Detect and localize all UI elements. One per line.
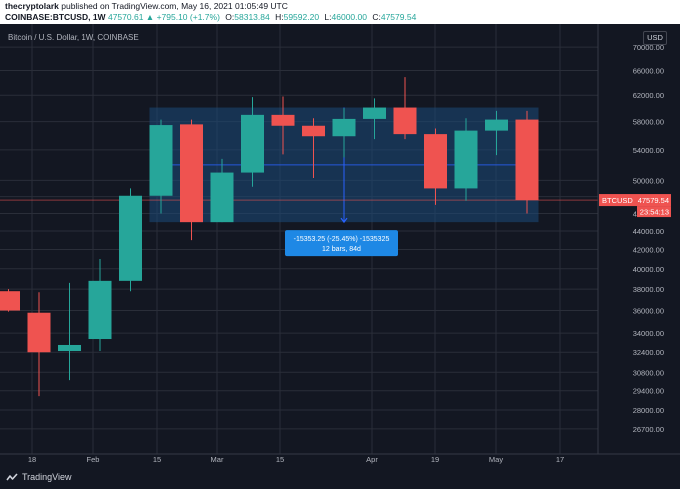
time-axis-label: Mar bbox=[211, 455, 224, 464]
published-text: published on TradingView.com, May 16, 20… bbox=[61, 1, 288, 11]
tradingview-footer[interactable]: TradingView bbox=[0, 467, 200, 489]
publish-line: thecryptolark published on TradingView.c… bbox=[5, 1, 288, 11]
open-value: 58313.84 bbox=[234, 12, 270, 22]
countdown-tag bbox=[637, 206, 671, 218]
price-axis-label: 30800.00 bbox=[633, 368, 664, 377]
price-axis-label: 58000.00 bbox=[633, 118, 664, 127]
last-price-tag bbox=[599, 194, 671, 207]
symbol-label: COINBASE:BTCUSD, 1W bbox=[5, 12, 106, 22]
high-label: H: bbox=[275, 12, 284, 22]
price-axis-label: 34000.00 bbox=[633, 329, 664, 338]
price-axis-label: 42000.00 bbox=[633, 245, 664, 254]
price-tag-countdown: 23:54:13 bbox=[640, 208, 669, 217]
price-tag-symbol: BTCUSD bbox=[602, 196, 633, 205]
ohlc-line: COINBASE:BTCUSD, 1W 47570.61 ▲ +795.10 (… bbox=[5, 12, 416, 22]
candle-body bbox=[424, 134, 447, 189]
low-value: 46000.00 bbox=[331, 12, 367, 22]
price-axis-label: 50000.00 bbox=[633, 176, 664, 185]
price-axis-label: 26700.00 bbox=[633, 425, 664, 434]
candle-body bbox=[363, 107, 386, 119]
open-label: O: bbox=[225, 12, 235, 22]
time-axis-label: 18 bbox=[28, 455, 36, 464]
candle-body bbox=[180, 124, 203, 223]
publisher-name[interactable]: thecryptolark bbox=[5, 1, 59, 11]
price-tag-value: 47579.54 bbox=[638, 196, 669, 205]
candle-body bbox=[515, 119, 539, 201]
price-axis-label: 40000.00 bbox=[633, 265, 664, 274]
publish-header: thecryptolark published on TradingView.c… bbox=[0, 0, 680, 24]
currency-button[interactable]: USD bbox=[643, 31, 667, 45]
candlestick-chart[interactable]: -15353.25 (-25.45%) -1535325 12 bars, 84d… bbox=[0, 24, 680, 489]
measure-label-bars: 12 bars, 84d bbox=[322, 246, 361, 253]
candle-body bbox=[271, 114, 295, 126]
price-axis-label: 44000.00 bbox=[633, 227, 664, 236]
price-axis-label: 29400.00 bbox=[633, 387, 664, 396]
price-axis-label: 36000.00 bbox=[633, 307, 664, 316]
candle-body bbox=[210, 172, 234, 223]
price-axis-label: 54000.00 bbox=[633, 146, 664, 155]
candle-body bbox=[302, 125, 325, 137]
range-measure-arrowhead bbox=[340, 217, 348, 224]
close-value: 47579.54 bbox=[380, 12, 417, 22]
chart-area[interactable]: -15353.25 (-25.45%) -1535325 12 bars, 84d… bbox=[0, 24, 680, 489]
candle-body bbox=[88, 280, 112, 340]
tradingview-logo-icon bbox=[6, 473, 18, 481]
candle-body bbox=[332, 118, 356, 137]
time-axis-label: Apr bbox=[366, 455, 378, 464]
candle-body bbox=[485, 119, 508, 131]
time-axis-label: 19 bbox=[431, 455, 439, 464]
measure-label-change: -15353.25 (-25.45%) -1535325 bbox=[294, 236, 390, 243]
chart-title: Bitcoin / U.S. Dollar, 1W, COINBASE bbox=[8, 33, 139, 42]
close-label: C: bbox=[372, 12, 381, 22]
candle-body bbox=[0, 291, 20, 311]
price-axis-label: 66000.00 bbox=[633, 66, 664, 75]
candle-body bbox=[454, 130, 478, 189]
tradingview-brand: TradingView bbox=[22, 472, 72, 482]
price-axis-label: 62000.00 bbox=[633, 91, 664, 100]
time-axis-label: 15 bbox=[276, 455, 284, 464]
price-axis-label: 28000.00 bbox=[633, 406, 664, 415]
candle-body bbox=[393, 107, 417, 135]
candle-body bbox=[58, 344, 81, 352]
last-price: 47570.61 bbox=[107, 12, 144, 22]
time-axis-label: May bbox=[489, 455, 503, 464]
candle-body bbox=[149, 125, 173, 196]
high-value: 59592.20 bbox=[283, 12, 320, 22]
time-axis-label: 15 bbox=[153, 455, 161, 464]
price-change: ▲ +795.10 (+1.7%) bbox=[145, 12, 220, 22]
price-axis-label: 70000.00 bbox=[633, 43, 664, 52]
time-axis-label: 17 bbox=[556, 455, 564, 464]
candle-body bbox=[241, 114, 264, 173]
price-axis-label: 38000.00 bbox=[633, 285, 664, 294]
measure-label-box bbox=[285, 230, 398, 257]
candle-body bbox=[27, 312, 51, 353]
time-axis-label: Feb bbox=[87, 455, 100, 464]
low-label: L: bbox=[324, 12, 332, 22]
price-axis-label: 32400.00 bbox=[633, 348, 664, 357]
candle-body bbox=[119, 195, 142, 281]
